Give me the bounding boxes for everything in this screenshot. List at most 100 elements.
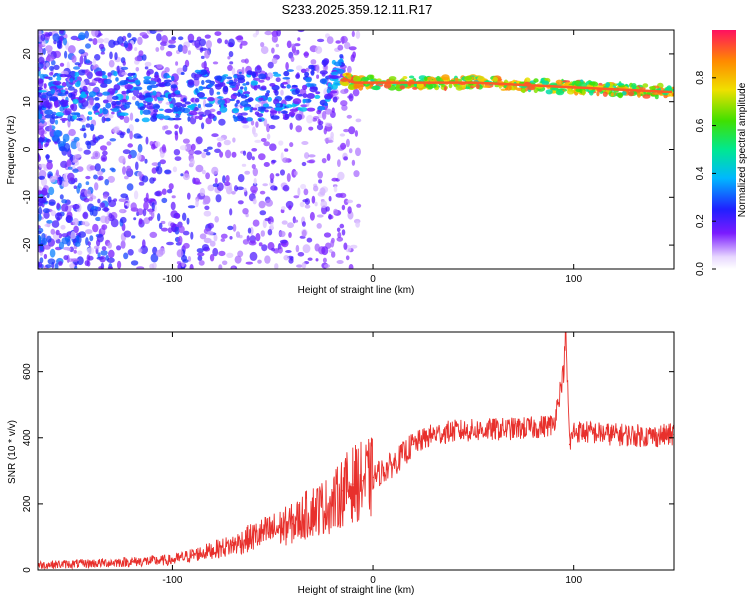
spectrogram-noise-blob [38,235,42,244]
snr-data-point [653,435,655,437]
spectrogram-ridge-blob [464,76,473,80]
spectrogram-noise-blob [91,209,98,217]
spectrogram-noise-blob [244,58,249,64]
spectrogram-noise-blob [303,188,309,196]
spectrogram-noise-blob [116,245,122,251]
snr-y-label: SNR (10 * v/v) [7,420,18,484]
spectrogram-noise-blob [74,62,81,66]
spectrogram-noise-blob [163,125,169,130]
spectrogram-noise-blob [182,259,189,263]
snr-data-point [91,562,93,565]
spectrogram-noise-blob [56,202,60,210]
spectrogram-noise-blob [255,121,259,128]
spectrogram-noise-blob [61,180,69,188]
spectrogram-ridge-blob [95,71,103,77]
spectrogram-ridge-blob [82,85,88,92]
spectrogram-noise-blob [83,198,90,203]
spectrogram-noise-blob [304,152,310,159]
spectrogram-noise-blob [133,217,137,221]
spectrogram-noise-blob [325,206,330,212]
spectrogram-ridge-blob [52,80,62,86]
spectrogram-ridge-blob [207,113,215,119]
spectrogram-ridge-blob [44,76,51,79]
spectrogram-noise-blob [129,130,133,140]
snr-y-ticks: 0 200 400 600 [22,363,674,573]
spectrogram-noise-blob [111,111,115,115]
spectrogram-ridge-blob [269,83,276,87]
spectrogram-ridge-blob [311,67,315,72]
spectrogram-ridge-blob [80,91,86,98]
spectrogram-ridge-blob [321,59,329,66]
spectrogram-ridge-blob [173,106,179,113]
spectrogram-noise-blob [168,44,176,49]
spectrogram-noise-blob [193,76,200,81]
spectrogram-noise-blob [263,162,270,167]
spectrogram-noise-blob [166,241,174,246]
spectrogram-ridge-blob [288,111,296,117]
spectrogram-noise-blob [316,223,322,229]
spectrogram-noise-blob [271,57,278,65]
spectrogram-noise-blob [90,205,99,211]
spectrogram-ridge-blob [195,87,199,94]
spectrogram-noise-blob [237,174,245,183]
snr-data-point [568,443,571,446]
spectrogram-noise-blob [150,77,155,82]
spectrogram-noise-blob [243,187,247,192]
spectrogram-y-label: Frequency (Hz) [6,116,17,185]
spectrogram-noise-blob [260,138,267,142]
spectrogram-ridge-blob [103,78,113,85]
spectrogram-ridge-blob [125,95,129,101]
spectrogram-noise-blob [85,123,91,128]
spectrogram-noise-blob [61,237,69,245]
spectrogram-noise-blob [234,185,238,192]
spectrogram-noise-blob [100,154,108,162]
spectrogram-noise-blob [176,249,184,258]
spectrogram-noise-blob [336,236,344,242]
spectrogram-noise-blob [66,159,72,166]
spectrogram-ridge-blob [164,108,173,113]
spectrogram-ridge-blob [121,90,127,95]
spectrogram-ridge-blob [302,84,308,90]
spectrogram-noise-blob [137,36,143,46]
spectrogram-noise-blob [195,198,199,208]
spectrogram-noise-blob [70,258,79,262]
spectrogram-noise-blob [83,149,91,155]
colorbar: 0.0 0.2 0.4 0.6 0.8 Normalized spectral ampl… [695,30,748,276]
spectrogram-ridge-blob [226,76,233,80]
spectrogram-noise-blob [149,177,155,184]
spectrogram-ridge-blob [87,111,93,115]
spectrogram-noise-blob [90,156,96,160]
spectrogram-noise-blob [290,256,294,261]
spectrogram-ridge-blob [319,70,328,75]
spectrogram-noise-blob [91,64,97,70]
spectrogram-noise-blob [203,210,212,217]
spectrogram-noise-blob [92,134,96,143]
spectrogram-ridge-blob [654,94,659,100]
spectrogram-ridge-blob [187,79,195,86]
spectrogram-noise-blob [45,264,52,269]
spectrogram-noise-blob [195,164,204,173]
spectrogram-noise-blob [214,216,219,223]
spectrogram-ridge-blob [232,107,239,114]
spectrogram-noise-blob [204,49,211,59]
spectrogram-noise-blob [76,256,84,266]
spectrogram-ridge-blob [297,107,302,111]
spectrogram-noise-blob [266,133,271,140]
spectrogram-noise-blob [223,139,231,146]
spectrogram-noise-blob [137,135,143,139]
spectrogram-noise-blob [262,183,269,187]
spectrogram-ridge-blob [187,116,191,122]
spectrogram-noise-blob [157,161,161,168]
spectrogram-noise-blob [258,79,265,83]
spectrogram-noise-blob [41,119,45,124]
spectrogram-ridge-blob [40,101,44,106]
spectrogram-ridge-blob [305,77,312,83]
spectrogram-noise-blob [92,223,99,233]
spectrogram-noise-blob [53,64,60,70]
spectrogram-ridge-blob [72,114,77,120]
spectrogram-noise-blob [101,116,106,124]
spectrogram-noise-blob [58,261,63,266]
snr-panel: -100 0 100 0 200 400 600 Height of straight l… [7,331,675,596]
spectrogram-noise-blob [140,245,149,255]
